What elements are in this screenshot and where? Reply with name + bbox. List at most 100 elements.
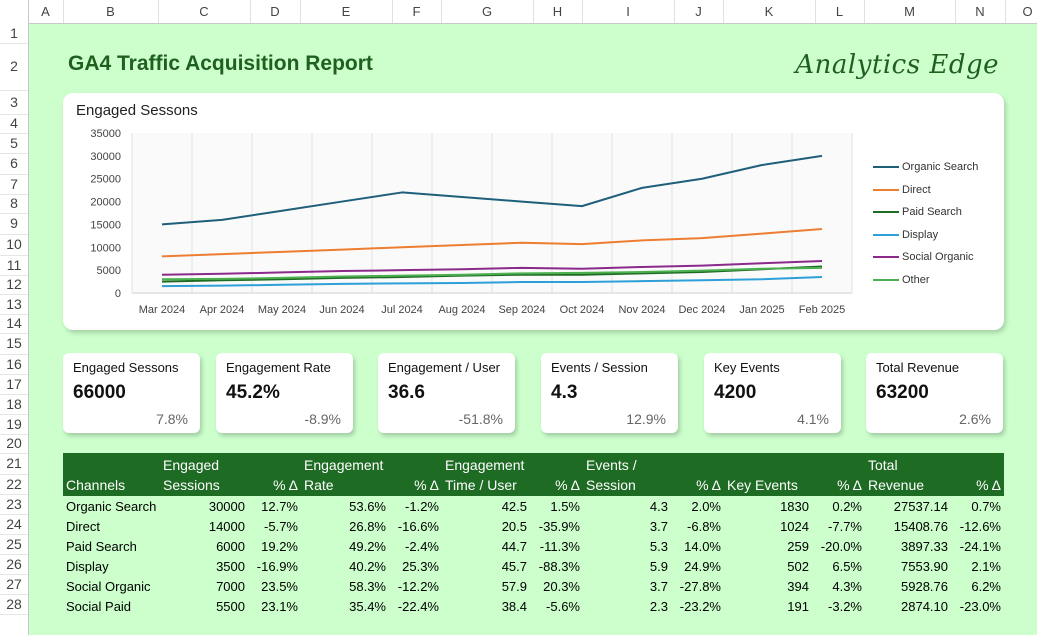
column-header-g[interactable]: G <box>441 0 534 23</box>
events-per-session-cell[interactable]: 3.7 <box>649 518 668 534</box>
events-per-session-cell[interactable]: 2.3 <box>649 598 668 614</box>
revenue-delta-cell[interactable]: -12.6% <box>959 518 1001 534</box>
events-delta-cell[interactable]: 2.0% <box>691 498 721 514</box>
time-delta-cell[interactable]: 1.5% <box>550 498 580 514</box>
row-header-8[interactable]: 8 <box>0 194 28 214</box>
column-header-j[interactable]: J <box>674 0 724 23</box>
column-header-b[interactable]: B <box>63 0 159 23</box>
header-revenue-delta[interactable]: % Δ <box>976 477 1001 493</box>
row-header-12[interactable]: 12 <box>0 275 28 295</box>
engagement-rate-cell[interactable]: 53.6% <box>349 498 386 514</box>
events-delta-cell[interactable]: -27.8% <box>679 578 721 594</box>
legend-item[interactable]: Organic Search <box>871 156 1001 179</box>
engagement-time-cell[interactable]: 44.7 <box>501 538 527 554</box>
engaged-sessions-cell[interactable]: 3500 <box>216 558 245 574</box>
key-delta-cell[interactable]: 4.3% <box>832 578 862 594</box>
row-header-24[interactable]: 24 <box>0 514 28 535</box>
engagement-rate-cell[interactable]: 35.4% <box>349 598 386 614</box>
total-revenue-cell[interactable]: 3897.33 <box>901 538 948 554</box>
revenue-delta-cell[interactable]: 2.1% <box>971 558 1001 574</box>
key-events-cell[interactable]: 394 <box>787 578 809 594</box>
sessions-delta-cell[interactable]: 23.1% <box>261 598 298 614</box>
row-header-3[interactable]: 3 <box>0 90 28 115</box>
legend-item[interactable]: Social Organic <box>871 246 1001 269</box>
channel-name-cell[interactable]: Direct <box>66 518 100 534</box>
legend-item[interactable]: Paid Search <box>871 201 1001 224</box>
row-header-2[interactable]: 2 <box>0 43 28 91</box>
row-header-23[interactable]: 23 <box>0 494 28 515</box>
kpi-card-engagement-rate[interactable]: Engagement Rate 45.2% -8.9% <box>216 353 353 433</box>
header-engaged-sessions[interactable]: Engaged Sessions <box>163 457 220 493</box>
rate-delta-cell[interactable]: -16.6% <box>397 518 439 534</box>
rate-delta-cell[interactable]: -22.4% <box>397 598 439 614</box>
column-header-d[interactable]: D <box>250 0 301 23</box>
engaged-sessions-cell[interactable]: 5500 <box>216 598 245 614</box>
engagement-rate-cell[interactable]: 58.3% <box>349 578 386 594</box>
table-row[interactable]: Direct 14000 -5.7% 26.8% -16.6% 20.5 -35.9% 3.7… <box>63 516 1004 536</box>
key-delta-cell[interactable]: -3.2% <box>828 598 862 614</box>
header-total-revenue[interactable]: Total Revenue <box>868 457 925 493</box>
events-per-session-cell[interactable]: 4.3 <box>649 498 668 514</box>
kpi-card-engaged-sessions[interactable]: Engaged Sessons 66000 7.8% <box>63 353 200 433</box>
row-header-21[interactable]: 21 <box>0 453 28 475</box>
column-header-i[interactable]: I <box>582 0 675 23</box>
row-header-1[interactable]: 1 <box>0 23 28 44</box>
column-header-h[interactable]: H <box>533 0 583 23</box>
channel-name-cell[interactable]: Organic Search <box>66 498 157 514</box>
sessions-delta-cell[interactable]: -5.7% <box>264 518 298 534</box>
row-header-16[interactable]: 16 <box>0 354 28 375</box>
row-header-9[interactable]: 9 <box>0 213 28 235</box>
row-header-27[interactable]: 27 <box>0 574 28 595</box>
channel-name-cell[interactable]: Paid Search <box>66 538 137 554</box>
engaged-sessions-cell[interactable]: 7000 <box>216 578 245 594</box>
row-header-28[interactable]: 28 <box>0 594 28 615</box>
column-header-e[interactable]: E <box>300 0 393 23</box>
engagement-time-cell[interactable]: 45.7 <box>501 558 527 574</box>
kpi-card-total-revenue[interactable]: Total Revenue 63200 2.6% <box>866 353 1003 433</box>
column-header-n[interactable]: N <box>955 0 1006 23</box>
column-header-f[interactable]: F <box>392 0 442 23</box>
key-delta-cell[interactable]: -7.7% <box>828 518 862 534</box>
rate-delta-cell[interactable]: 25.3% <box>402 558 439 574</box>
column-header-a[interactable]: A <box>28 0 64 23</box>
key-events-cell[interactable]: 191 <box>787 598 809 614</box>
row-header-11[interactable]: 11 <box>0 255 28 276</box>
engagement-time-cell[interactable]: 38.4 <box>501 598 527 614</box>
events-delta-cell[interactable]: 14.0% <box>684 538 721 554</box>
column-header-k[interactable]: K <box>723 0 816 23</box>
row-header-19[interactable]: 19 <box>0 414 28 435</box>
channel-name-cell[interactable]: Social Paid <box>66 598 132 614</box>
engaged-sessions-cell[interactable]: 6000 <box>216 538 245 554</box>
row-header-26[interactable]: 26 <box>0 554 28 575</box>
time-delta-cell[interactable]: -35.9% <box>538 518 580 534</box>
table-row[interactable]: Organic Search 30000 12.7% 53.6% -1.2% 42.5 1.… <box>63 496 1004 516</box>
table-row[interactable]: Social Organic 7000 23.5% 58.3% -12.2% 57.9 20… <box>63 576 1004 596</box>
key-delta-cell[interactable]: -20.0% <box>820 538 862 554</box>
key-events-cell[interactable]: 1024 <box>780 518 809 534</box>
table-row[interactable]: Social Paid 5500 23.1% 35.4% -22.4% 38.4 -5.6%… <box>63 596 1004 616</box>
rate-delta-cell[interactable]: -1.2% <box>405 498 439 514</box>
header-events-session[interactable]: Events / Session <box>586 457 637 493</box>
row-header-7[interactable]: 7 <box>0 174 28 195</box>
key-events-cell[interactable]: 259 <box>787 538 809 554</box>
header-events-delta[interactable]: % Δ <box>696 477 721 493</box>
sessions-delta-cell[interactable]: 19.2% <box>261 538 298 554</box>
engagement-time-cell[interactable]: 20.5 <box>501 518 527 534</box>
channel-name-cell[interactable]: Display <box>66 558 109 574</box>
total-revenue-cell[interactable]: 15408.76 <box>893 518 948 534</box>
column-header-l[interactable]: L <box>815 0 865 23</box>
row-header-22[interactable]: 22 <box>0 474 28 495</box>
engagement-rate-cell[interactable]: 40.2% <box>349 558 386 574</box>
column-header-c[interactable]: C <box>158 0 251 23</box>
row-header-20[interactable]: 20 <box>0 434 28 454</box>
total-revenue-cell[interactable]: 5928.76 <box>901 578 948 594</box>
row-header-15[interactable]: 15 <box>0 333 28 355</box>
revenue-delta-cell[interactable]: 6.2% <box>971 578 1001 594</box>
key-delta-cell[interactable]: 6.5% <box>832 558 862 574</box>
kpi-card-events-per-session[interactable]: Events / Session 4.3 12.9% <box>541 353 678 433</box>
engaged-sessions-cell[interactable]: 14000 <box>208 518 245 534</box>
sessions-delta-cell[interactable]: 23.5% <box>261 578 298 594</box>
rate-delta-cell[interactable]: -12.2% <box>397 578 439 594</box>
header-sessions-delta[interactable]: % Δ <box>273 477 298 493</box>
engagement-rate-cell[interactable]: 49.2% <box>349 538 386 554</box>
